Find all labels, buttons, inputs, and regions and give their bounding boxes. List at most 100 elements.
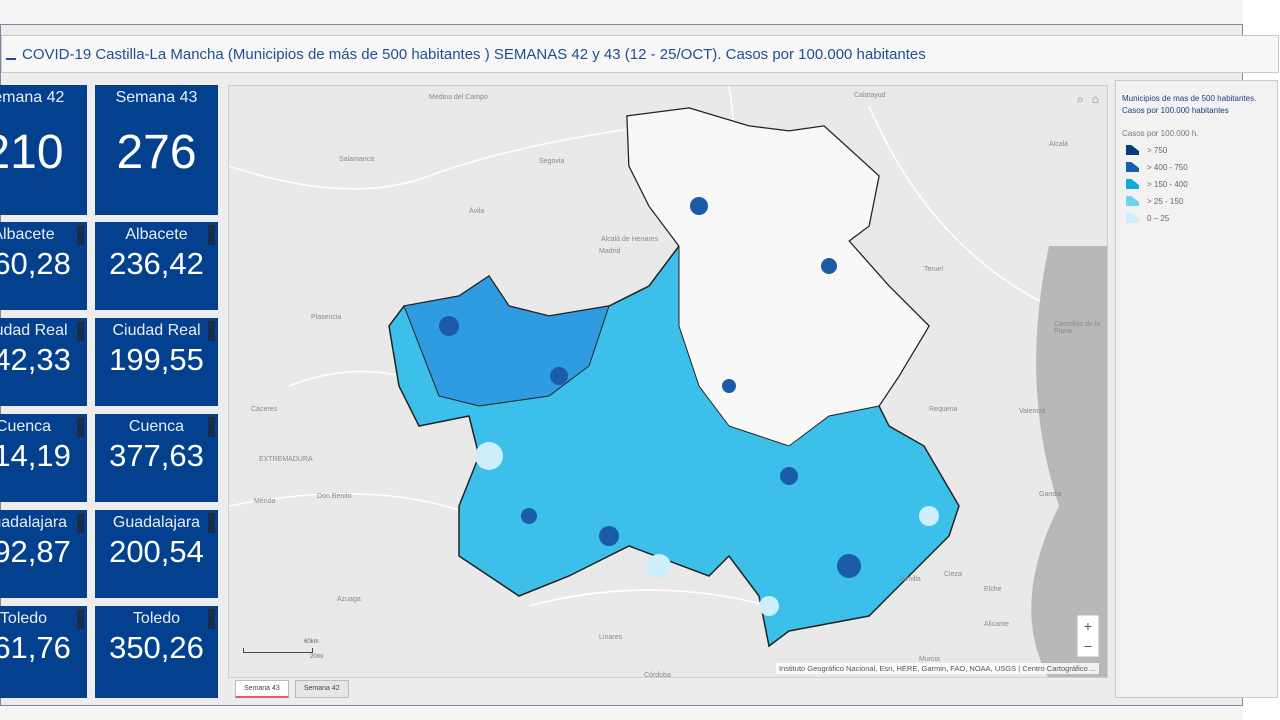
map-place-label: Requena xyxy=(929,406,958,413)
legend-item: > 400 - 750 xyxy=(1126,162,1271,172)
stat-value: 192,87 xyxy=(0,534,71,569)
stat-label: Cuenca xyxy=(128,418,185,435)
legend-item: 0 – 25 xyxy=(1126,213,1271,223)
stat-card-week43-1: Albacete 236,42 xyxy=(95,222,218,310)
map-place-label: Plasencia xyxy=(311,314,342,321)
map-place-label: Jumilla xyxy=(899,576,921,583)
legend-subtitle: Casos por 100.000 h. xyxy=(1122,129,1199,138)
map-place-label: Córdoba xyxy=(644,672,671,678)
legend-item-label: > 150 - 400 xyxy=(1147,179,1188,189)
map-place-label: Alcalá de Henares xyxy=(601,236,659,243)
stat-card-week43-3: Cuenca 377,63 xyxy=(95,414,218,502)
stat-card-week43-5: Toledo 350,26 xyxy=(95,606,218,698)
stat-label: Guadalajara xyxy=(0,514,68,531)
dashboard-title: COVID-19 Castilla-La Mancha (Municipios … xyxy=(22,45,926,63)
dashboard-title-bar: COVID-19 Castilla-La Mancha (Municipios … xyxy=(1,35,1279,73)
map-place-label: Murcia xyxy=(919,656,941,663)
zoom-out-button[interactable]: − xyxy=(1083,638,1093,654)
legend-item-label: > 25 - 150 xyxy=(1147,196,1184,206)
zoom-control: + − xyxy=(1077,615,1099,657)
card-scrollbar[interactable] xyxy=(208,609,215,629)
legend-swatch-icon xyxy=(1126,145,1139,155)
map-place-label: Teruel xyxy=(924,266,944,273)
map-place-label: EXTREMADURA xyxy=(259,456,313,463)
stat-value: 200,54 xyxy=(109,534,204,569)
search-icon[interactable]: ⌕ xyxy=(1077,92,1084,106)
stat-card-week42-4: Guadalajara 192,87 xyxy=(0,510,87,598)
stat-card-week42-5: Toledo 261,76 xyxy=(0,606,87,698)
stat-value: 142,33 xyxy=(0,342,71,377)
stat-label: Guadalajara xyxy=(112,514,201,531)
title-icon xyxy=(6,58,16,60)
tab-semana-42[interactable]: Semana 42 xyxy=(294,680,349,698)
stat-value: 276 xyxy=(116,126,197,179)
card-scrollbar[interactable] xyxy=(77,609,84,629)
card-scrollbar[interactable] xyxy=(208,417,215,437)
stat-label: Albacete xyxy=(0,226,55,243)
map-place-label: Cáceres xyxy=(251,406,278,413)
stat-label: Toledo xyxy=(132,610,181,627)
map-place-label: Medina del Campo xyxy=(429,94,488,101)
stat-label: Ciudad Real xyxy=(0,322,68,339)
card-scrollbar[interactable] xyxy=(208,513,215,533)
map-place-label: Gandia xyxy=(1039,491,1062,498)
legend-panel: Municipios de mas de 500 habitantes. Cas… xyxy=(1115,80,1278,698)
map-tools: ⌕ ⌂ xyxy=(1077,92,1099,107)
stat-label: Semana 42 xyxy=(0,89,65,106)
card-scrollbar[interactable] xyxy=(77,417,84,437)
low-incidence-patches xyxy=(475,442,939,616)
map-place-label: Elche xyxy=(984,586,1002,593)
guadalajara-cuenca-low-area xyxy=(626,107,930,447)
legend-item: > 750 xyxy=(1126,145,1271,155)
map-place-label: Calatayud xyxy=(854,92,886,99)
stat-card-week43-0: Semana 43 276 xyxy=(95,85,218,215)
legend-swatch-icon xyxy=(1126,162,1139,172)
map-canvas[interactable] xyxy=(229,86,1108,678)
stat-value: 236,42 xyxy=(109,246,204,281)
legend-swatch-icon xyxy=(1126,213,1139,223)
card-scrollbar[interactable] xyxy=(208,225,215,245)
map-place-label: Mérida xyxy=(254,498,276,505)
map-place-label: Castellón de la Plana xyxy=(1054,321,1101,335)
map-view[interactable]: Medina del Campo Salamanca Segovia Ávila Mad… xyxy=(228,85,1108,678)
stat-card-week42-1: Albacete 160,28 xyxy=(0,222,87,310)
map-place-label: Cieza xyxy=(944,571,962,578)
stat-label: Albacete xyxy=(125,226,188,243)
stat-label: Toledo xyxy=(0,610,48,627)
scale-bar: 60km 20mi xyxy=(243,639,323,660)
stat-card-week42-2: Ciudad Real 142,33 xyxy=(0,318,87,406)
stat-value: 261,76 xyxy=(0,630,71,665)
map-place-label: Madrid xyxy=(599,248,621,255)
map-place-label: Don Benito xyxy=(317,493,352,500)
stat-value: 160,28 xyxy=(0,246,71,281)
legend-swatch-icon xyxy=(1126,196,1139,206)
map-place-label: Alicante xyxy=(984,621,1009,628)
scale-label-mi: 20mi xyxy=(310,654,324,660)
map-place-label: Segovia xyxy=(539,158,565,165)
map-place-label: Valencia xyxy=(1019,408,1046,415)
card-scrollbar[interactable] xyxy=(208,321,215,341)
card-scrollbar[interactable] xyxy=(77,513,84,533)
legend-item-label: > 400 - 750 xyxy=(1147,162,1188,172)
home-icon[interactable]: ⌂ xyxy=(1091,92,1099,106)
card-scrollbar[interactable] xyxy=(77,225,84,245)
stat-value: 314,19 xyxy=(0,438,71,473)
zoom-in-button[interactable]: + xyxy=(1083,618,1093,634)
legend-item: > 25 - 150 xyxy=(1126,196,1271,206)
stat-card-week43-2: Ciudad Real 199,55 xyxy=(95,318,218,406)
sea-area xyxy=(1031,246,1107,677)
tab-semana-43[interactable]: Semana 43 xyxy=(235,680,289,698)
legend-item-label: 0 – 25 xyxy=(1147,213,1170,223)
map-place-label: Azuaga xyxy=(337,596,361,603)
stat-label: Ciudad Real xyxy=(112,322,201,339)
high-incidence-patches xyxy=(439,197,861,578)
stat-label: Cuenca xyxy=(0,418,52,435)
card-scrollbar[interactable] xyxy=(77,321,84,341)
map-place-label: Alcalá xyxy=(1049,141,1069,148)
map-attribution[interactable]: Instituto Geográfico Nacional, Esri, HER… xyxy=(775,663,1099,674)
stat-card-week42-3: Cuenca 314,19 xyxy=(0,414,87,502)
stat-card-week43-4: Guadalajara 200,54 xyxy=(95,510,218,598)
stat-label: Semana 43 xyxy=(115,89,198,106)
legend-title: Municipios de mas de 500 habitantes. Cas… xyxy=(1122,94,1257,115)
legend-item-label: > 750 xyxy=(1147,145,1168,155)
